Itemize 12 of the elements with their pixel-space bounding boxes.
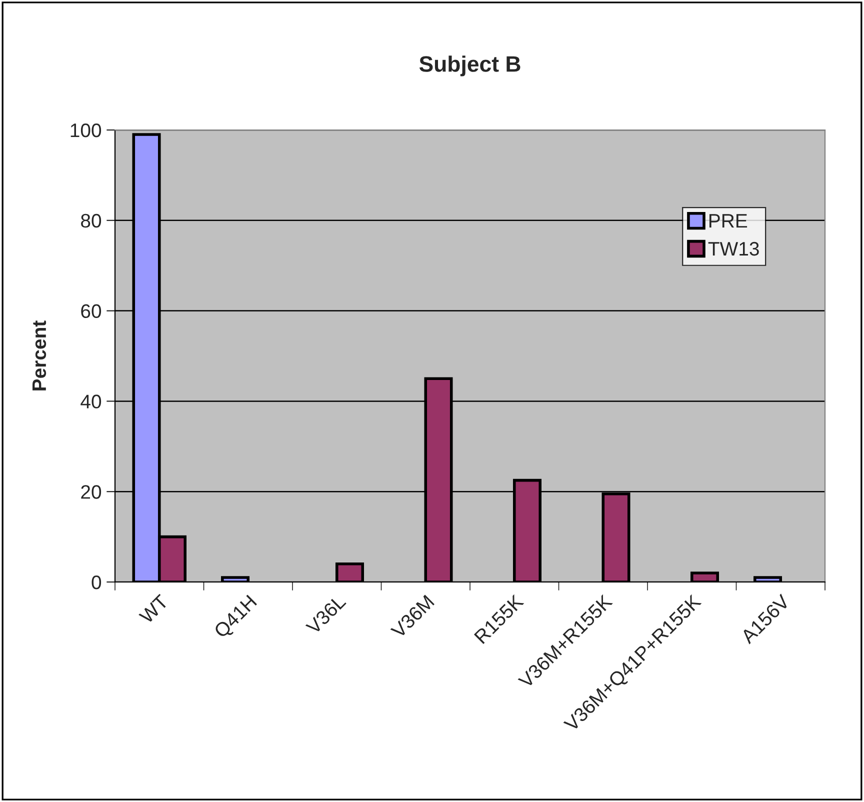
y-tick-label: 20 xyxy=(81,485,102,499)
y-axis-title: Percent xyxy=(32,320,46,390)
y-tick-label: 60 xyxy=(81,304,102,318)
legend-label: PRE xyxy=(709,214,748,228)
y-tick-label: 40 xyxy=(80,394,102,408)
y-tick-label: 100 xyxy=(70,123,102,138)
x-tick-label: WT xyxy=(138,594,170,624)
chart-title: Subject B xyxy=(419,56,520,76)
legend-label: TW13 xyxy=(708,242,759,256)
y-tick-label: 0 xyxy=(92,575,102,590)
y-tick-label: 80 xyxy=(81,214,102,228)
x-tick-label: V36L xyxy=(305,594,347,636)
